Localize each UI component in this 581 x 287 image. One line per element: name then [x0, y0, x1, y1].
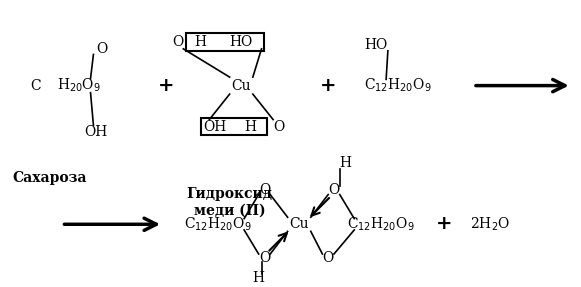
Text: H$_{20}$O$_9$: H$_{20}$O$_9$ [57, 77, 101, 94]
Text: +: + [436, 215, 453, 233]
Text: H: H [244, 120, 256, 134]
Text: C$_{12}$H$_{20}$O$_9$: C$_{12}$H$_{20}$O$_9$ [184, 216, 252, 233]
Text: Гидроксид
меди (II): Гидроксид меди (II) [187, 187, 272, 218]
FancyBboxPatch shape [200, 118, 267, 135]
Text: O: O [273, 120, 285, 134]
Text: C$_{12}$H$_{20}$O$_9$: C$_{12}$H$_{20}$O$_9$ [347, 216, 414, 233]
Text: C: C [30, 79, 41, 93]
Text: H: H [195, 35, 207, 49]
Text: Сахароза: Сахароза [13, 170, 87, 185]
Text: O: O [172, 35, 183, 49]
Text: 2H$_2$O: 2H$_2$O [471, 216, 511, 233]
Text: +: + [157, 77, 174, 95]
Text: OH: OH [203, 120, 227, 134]
Text: Cu: Cu [289, 217, 309, 231]
Text: O: O [328, 183, 340, 197]
Text: O: O [96, 42, 107, 56]
Text: OH: OH [85, 125, 108, 139]
Text: O: O [259, 183, 270, 197]
Text: H: H [253, 271, 264, 285]
FancyBboxPatch shape [186, 32, 264, 51]
Text: Cu: Cu [231, 79, 251, 93]
Text: HO: HO [229, 35, 253, 49]
Text: C$_{12}$H$_{20}$O$_9$: C$_{12}$H$_{20}$O$_9$ [364, 77, 432, 94]
Text: O: O [322, 251, 334, 265]
Text: O: O [259, 251, 270, 265]
Text: H: H [339, 156, 352, 170]
Text: HO: HO [365, 38, 388, 52]
Text: +: + [320, 77, 336, 95]
